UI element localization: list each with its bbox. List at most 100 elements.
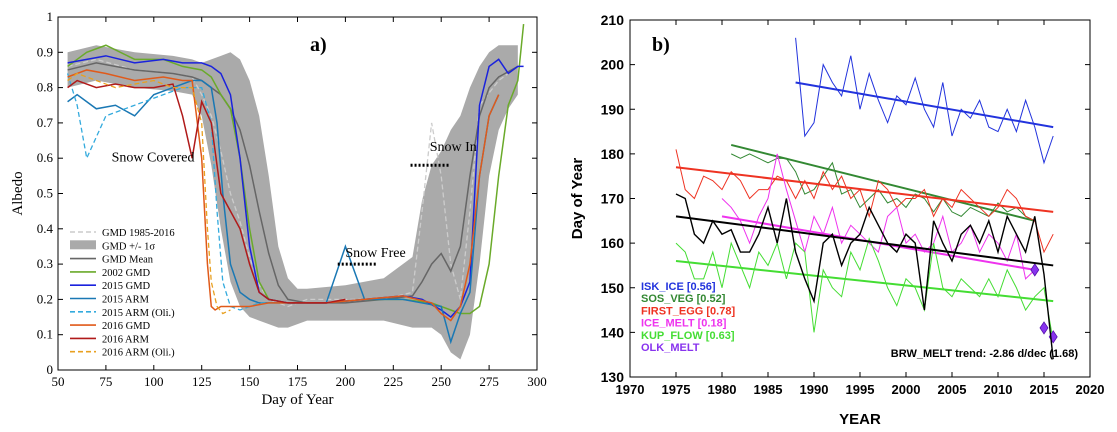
phenology-y-tick-label: 180 <box>601 146 625 162</box>
phenology-y-tick-label: 200 <box>601 57 625 73</box>
albedo-y-tick-label: 0.1 <box>37 327 53 342</box>
phenology-x-tick-label: 2015 <box>1030 382 1059 397</box>
albedo-std-band-layer <box>67 45 518 360</box>
series-ice-melt-0-18 <box>721 153 1036 280</box>
albedo-y-tick-label: 0.2 <box>37 291 53 306</box>
panel-b-label: b) <box>652 34 670 56</box>
albedo-x-tick-label: 50 <box>52 374 65 389</box>
phenology-axes: 1970 1975 1980 1985 1990 1995 2000 2005 2010 2015… <box>601 12 1105 397</box>
phenology-x-axis-label: YEAR <box>839 411 881 428</box>
series-isk-ice-0-56 <box>795 37 1054 165</box>
phenology-y-tick-label: 170 <box>601 191 625 207</box>
albedo-x-tick-label: 150 <box>240 374 260 389</box>
series-first-egg-0-78 <box>675 149 1054 254</box>
albedo-y-tick-label: 0.9 <box>37 44 53 59</box>
albedo-y-axis-label: Albedo <box>10 171 26 215</box>
phenology-x-tick-label: 1985 <box>754 382 783 397</box>
albedo-y-tick-label: 1 <box>47 9 54 24</box>
series-2016-arm <box>67 79 346 304</box>
series-2015-arm-oli <box>66 73 269 311</box>
legend-label-2002-gmd: 2002 GMD <box>102 268 151 279</box>
phenology-x-tick-label: 1995 <box>846 382 875 397</box>
phenology-x-tick-label: 2000 <box>892 382 921 397</box>
albedo-x-tick-label: 175 <box>288 374 308 389</box>
legend-label-gmd-1985-2016: GMD 1985-2016 <box>102 228 175 239</box>
albedo-y-tick-label: 0.7 <box>37 115 54 130</box>
albedo-x-tick-label: 250 <box>431 374 451 389</box>
series-gmd-1985-2016 <box>67 58 519 308</box>
legend-label-ice-melt-0-18: ICE_MELT [0.18] <box>641 318 727 330</box>
phenology-series-layer <box>675 37 1058 360</box>
albedo-axes: 50 75 100 125 150 175 200 225 250 275 300 0 0.1 0.2 0.… <box>37 9 547 389</box>
albedo-x-tick-label: 300 <box>527 374 547 389</box>
legend-label-2015-arm: 2015 ARM <box>102 295 150 306</box>
series-2016-gmd <box>67 69 500 322</box>
albedo-y-tick-label: 0.3 <box>37 256 53 271</box>
phenology-x-tick-label: 2020 <box>1076 382 1105 397</box>
legend-label-isk-ice-0-56: ISK_ICE [0.56] <box>641 281 716 293</box>
albedo-x-tick-label: 225 <box>384 374 404 389</box>
albedo-x-tick-label: 75 <box>99 374 112 389</box>
albedo-chart: 50 75 100 125 150 175 200 225 250 275 300 0 0.1 0.2 0.… <box>10 9 547 408</box>
series-gmd-1 <box>67 45 518 360</box>
albedo-y-tick-label: 0 <box>47 362 54 377</box>
phenology-x-tick-label: 2010 <box>984 382 1013 397</box>
annotation-snow-in: Snow In <box>430 140 477 155</box>
series-kup-flow-0-63 <box>675 237 1054 342</box>
legend-label-2016-arm-oli: 2016 ARM (Oli.) <box>102 348 175 359</box>
trend-brw-melt <box>675 215 1054 267</box>
phenology-x-tick-label: 1975 <box>662 382 691 397</box>
brw-melt-trend-label: BRW_MELT trend: -2.86 d/dec (1.68) <box>891 348 1079 360</box>
phenology-x-tick-label: 1990 <box>800 382 829 397</box>
albedo-y-tick-label: 0.6 <box>37 150 54 165</box>
series-2016-arm-oli <box>67 72 231 315</box>
phenology-legend: ISK_ICE [0.56]SOS_VEG [0.52]FIRST_EGG [0… <box>641 281 735 354</box>
phenology-x-tick-label: 1970 <box>616 382 645 397</box>
albedo-y-tick-label: 0.4 <box>37 221 54 236</box>
legend-label-2016-gmd: 2016 GMD <box>102 321 151 332</box>
phenology-y-tick-label: 140 <box>601 324 625 340</box>
phenology-y-axis-label: Day of Year <box>569 158 586 240</box>
legend-label-2015-gmd: 2015 GMD <box>102 281 151 292</box>
legend-label-2016-arm: 2016 ARM <box>102 334 150 345</box>
legend-label-gmd-1: GMD +/- 1σ <box>102 241 155 252</box>
legend-label-2015-arm-oli: 2015 ARM (Oli.) <box>102 308 175 319</box>
series-2015-arm <box>67 79 500 345</box>
albedo-series-layer <box>66 23 525 345</box>
legend-label-sos-veg-0-52: SOS_VEG [0.52] <box>641 293 726 305</box>
phenology-y-tick-label: 130 <box>601 369 625 385</box>
phenology-chart: 1970 1975 1980 1985 1990 1995 2000 2005 2010 2015… <box>569 12 1104 428</box>
phenology-x-tick-label: 2005 <box>938 382 967 397</box>
albedo-y-tick-label: 0.5 <box>37 186 53 201</box>
annotation-snow-covered: Snow Covered <box>112 151 195 166</box>
phenology-x-tick-label: 1980 <box>708 382 737 397</box>
phenology-y-tick-label: 150 <box>601 280 625 296</box>
trend-kup-flow-0-63 <box>675 259 1054 303</box>
albedo-annotations: Snow Covered Snow Free Snow In <box>112 140 477 266</box>
albedo-y-tick-label: 0.8 <box>37 80 53 95</box>
series-brw-melt <box>675 193 1054 360</box>
albedo-x-tick-label: 125 <box>192 374 212 389</box>
albedo-x-tick-label: 200 <box>336 374 356 389</box>
trend-isk-ice-0-56 <box>795 81 1054 129</box>
legend-label-kup-flow-0-63: KUP_FLOW [0.63] <box>641 330 735 342</box>
phenology-y-tick-label: 210 <box>601 12 625 28</box>
trend-sos-veg-0-52 <box>730 143 1036 222</box>
albedo-x-tick-label: 275 <box>479 374 499 389</box>
legend-swatch-gmd-1 <box>70 240 96 250</box>
legend-label-gmd-mean: GMD Mean <box>102 255 154 266</box>
trend-first-egg-0-78 <box>675 166 1054 213</box>
series-gmd-mean <box>67 62 519 304</box>
phenology-y-tick-label: 160 <box>601 235 625 251</box>
panel-a-label: a) <box>310 34 327 56</box>
series-sos-veg-0-52 <box>730 153 1036 222</box>
series-olk-melt-point <box>1030 263 1040 277</box>
annotation-snow-free: Snow Free <box>345 246 405 261</box>
phenology-y-tick-label: 190 <box>601 101 625 117</box>
legend-label-olk-melt: OLK_MELT <box>641 342 700 354</box>
legend-label-first-egg-0-78: FIRST_EGG [0.78] <box>641 305 735 317</box>
albedo-legend: GMD 1985-2016 GMD +/- 1σ GMD Mean 2002 GMD 2… <box>70 228 175 359</box>
albedo-x-axis-label: Day of Year <box>261 392 333 408</box>
albedo-x-tick-label: 100 <box>144 374 164 389</box>
